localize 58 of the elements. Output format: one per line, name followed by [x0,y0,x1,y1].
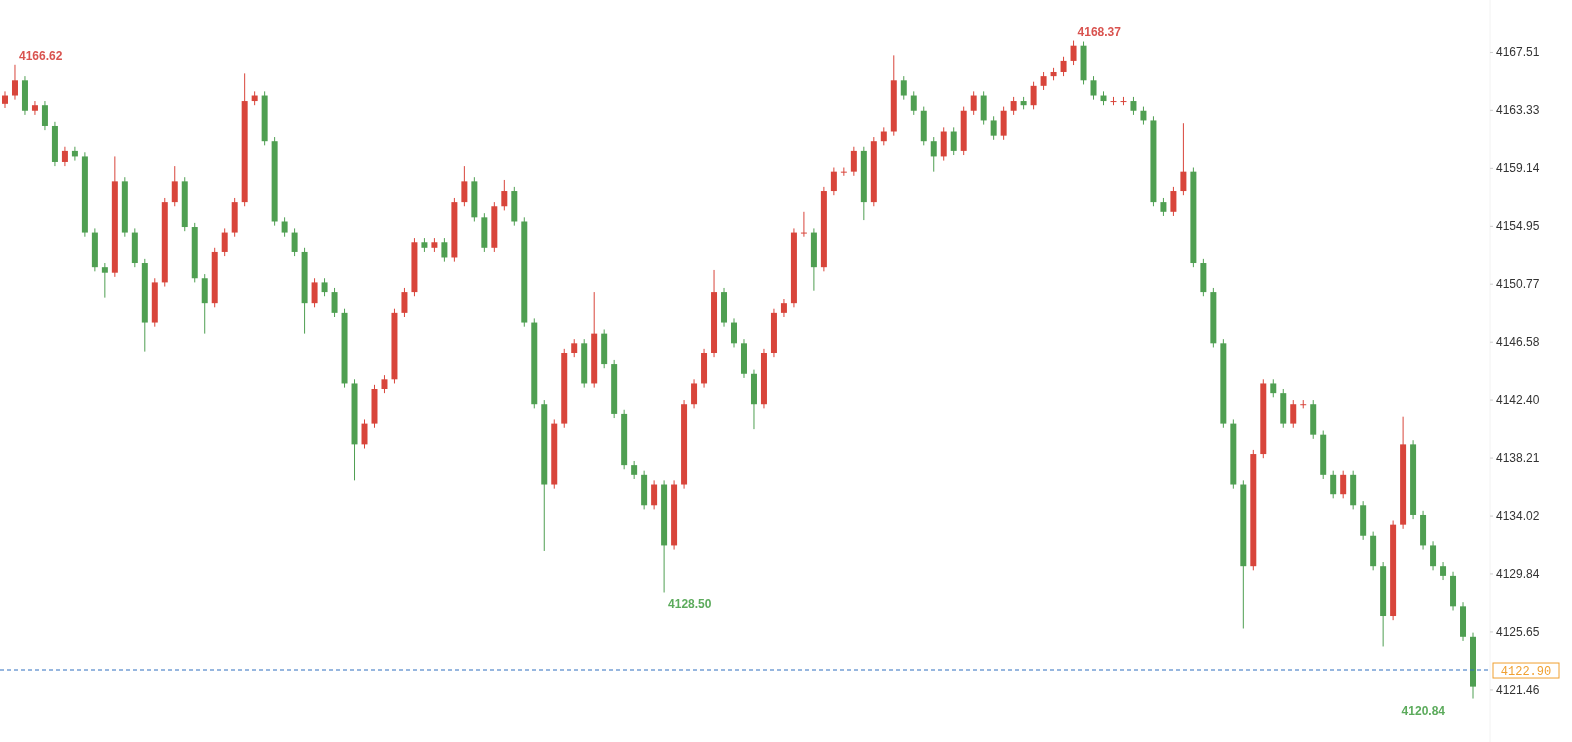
candlestick [900,75,907,101]
candlestick [331,287,338,318]
y-tick-label: 4154.95 [1496,219,1540,234]
candlestick [1340,470,1347,499]
candlestick [731,317,737,348]
candlestick [840,167,847,177]
candlestick [1090,75,1097,101]
candlestick [401,287,408,318]
candlestick [1180,122,1187,196]
candlestick [990,115,997,141]
candlestick [501,179,508,211]
annotation: 4128.50 [668,597,712,612]
candlestick [691,378,698,409]
annotation: 4120.84 [1401,703,1446,718]
candlestick [361,418,368,450]
candlestick [461,165,468,207]
candlestick [11,64,18,101]
candlestick [910,90,917,116]
y-tick-label: 4125.65 [1496,624,1540,639]
candlestick [221,227,228,257]
y-tick-label: 4150.77 [1496,277,1540,292]
candlestick [61,146,68,167]
y-tick-label: 4167.51 [1496,45,1540,60]
candlestick [1290,399,1297,429]
candlestick [2,90,8,109]
y-tick-label: 4159.14 [1496,161,1540,176]
candlestick [850,146,857,177]
candlestick [311,277,318,308]
y-tick-label: 4129.84 [1496,566,1540,581]
candlestick [101,262,108,299]
candlestick [830,167,837,196]
candlestick [930,136,937,173]
candlestick [1030,81,1037,110]
candlestick [1430,540,1437,571]
ref-line-label: 4122.90 [1500,664,1552,679]
y-tick-label: 4163.33 [1496,103,1540,118]
annotation: 4168.37 [1077,24,1122,39]
candlestick [1070,40,1077,66]
y-tick-label: 4142.40 [1496,393,1540,408]
y-tick-label: 4121.46 [1496,682,1540,697]
candlestick [41,100,48,131]
candlestick [970,90,977,116]
candlestick [950,126,957,156]
candlestick [1060,56,1067,77]
y-tick-label: 4138.21 [1496,451,1540,466]
candlestick [281,216,288,238]
candlestick [1330,470,1337,499]
candlestick [800,211,807,238]
candlestick [651,479,658,510]
candlestick [291,227,298,257]
candlestick [1170,186,1177,217]
candlestick [71,146,78,162]
candlestick [171,165,178,207]
y-tick-label: 4134.02 [1496,509,1540,524]
annotation: 4166.62 [18,48,63,63]
y-tick-label: 4146.58 [1496,335,1540,350]
candlestick [441,237,448,263]
candlestick [31,100,38,116]
